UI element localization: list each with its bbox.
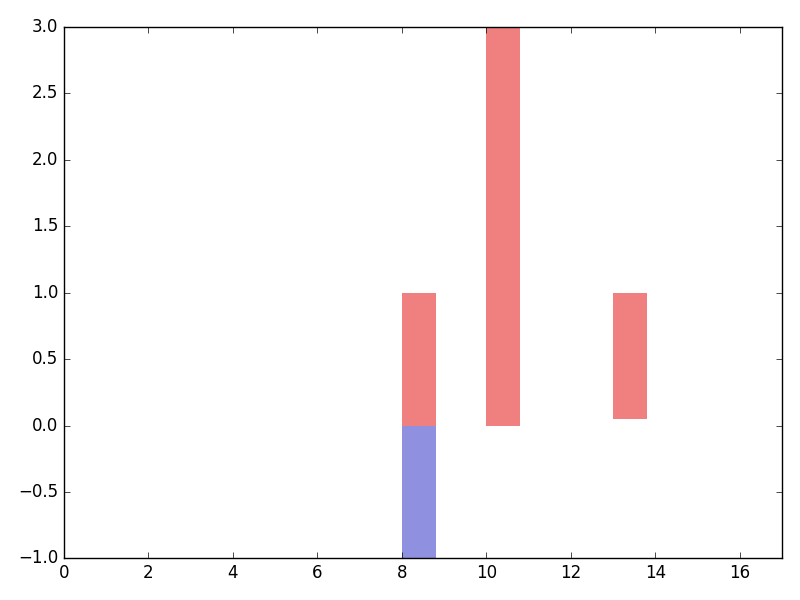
Bar — [486, 27, 520, 425]
Bar — [402, 425, 435, 559]
Bar — [613, 293, 647, 419]
Bar — [402, 293, 435, 425]
